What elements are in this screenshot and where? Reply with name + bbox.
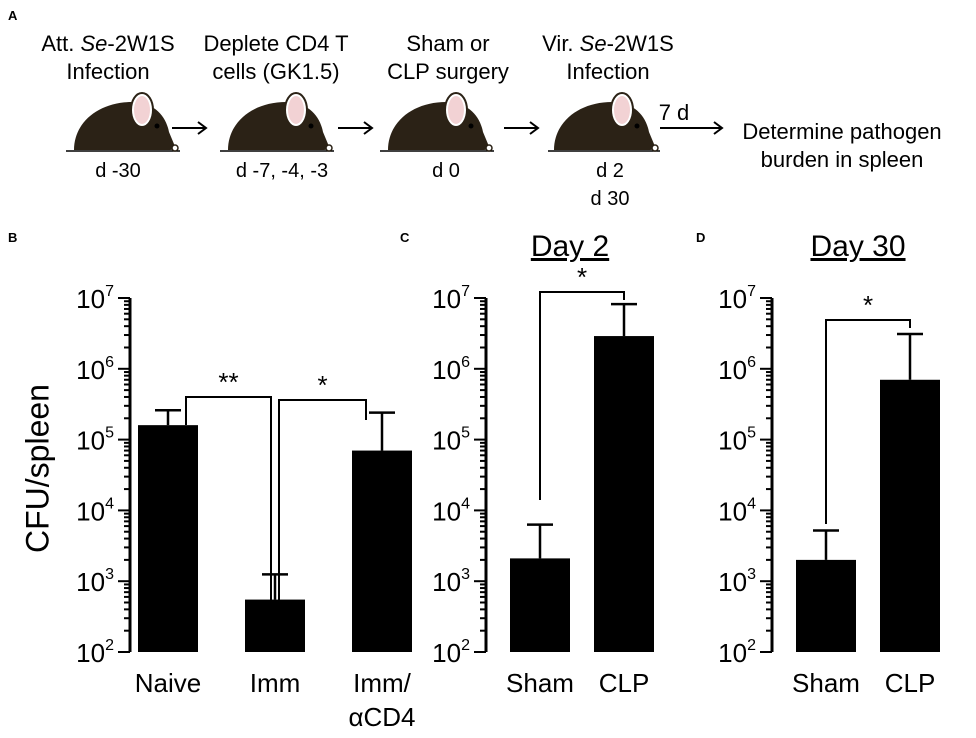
y-tick-label: 103: [718, 566, 756, 597]
chart-title-day2: Day 2: [530, 230, 610, 263]
y-tick-label: 102: [718, 637, 756, 668]
chart-title-day30: Day 30: [810, 230, 906, 263]
y-tick-label: 102: [76, 637, 114, 668]
mouse-icon: [380, 92, 494, 152]
step-4-day-a: d 2: [596, 160, 624, 182]
step-2-line2: cells (GK1.5): [212, 59, 340, 84]
workflow-diagram: [66, 92, 724, 152]
step-1-line1-suffix: -2W1S: [107, 31, 175, 56]
x-tick-label: CLP: [599, 668, 650, 698]
bar: [880, 379, 940, 652]
y-tick-label: 106: [76, 354, 114, 385]
step-3-day: d 0: [432, 160, 460, 182]
panel-letter-b: B: [8, 230, 18, 245]
workflow-step-2-label: Deplete CD4 T cells (GK1.5): [176, 30, 376, 86]
significance-bracket: [278, 399, 367, 630]
step-1-line1-prefix: Att.: [41, 31, 81, 56]
arrow-icon: [504, 121, 540, 135]
x-tick-label: Naive: [135, 668, 201, 698]
workflow-step-4-label: Vir. Se-2W1S Infection: [508, 30, 708, 86]
step-4-line2: Infection: [566, 59, 650, 84]
y-tick-label: 106: [432, 354, 470, 385]
significance-label: **: [218, 367, 238, 397]
significance-label: *: [863, 290, 873, 320]
y-tick-label: 107: [76, 283, 114, 314]
y-tick-label: 103: [432, 566, 470, 597]
step-3-line2: CLP surgery: [387, 59, 509, 84]
x-tick-label: CLP: [885, 668, 936, 698]
y-tick-label: 105: [432, 425, 470, 456]
bar: [796, 559, 856, 652]
y-tick-label: 104: [718, 495, 756, 526]
step-1-line1-ital: Se: [80, 31, 108, 56]
y-tick-label: 105: [718, 425, 756, 456]
y-tick-label: 104: [76, 495, 114, 526]
workflow-step-3-label: Sham or CLP surgery: [348, 30, 548, 86]
step-2-day: d -7, -4, -3: [235, 160, 329, 182]
step-4-line1-prefix: Vir.: [542, 31, 580, 56]
step-1-day: d -30: [95, 160, 141, 182]
panel-letter-a: A: [8, 8, 18, 23]
mouse-icon: [66, 92, 180, 152]
y-tick-label: 104: [432, 495, 470, 526]
final-line1: Determine pathogen: [742, 119, 942, 144]
mouse-icon: [548, 92, 660, 152]
bar: [594, 336, 654, 652]
workflow-final-label: Determine pathogen burden in spleen: [722, 118, 962, 174]
x-tick-label: Imm: [250, 668, 301, 698]
mouse-icon: [220, 92, 334, 152]
significance-label: *: [577, 262, 587, 292]
step-1-line2: Infection: [66, 59, 150, 84]
arrow-icon: [660, 121, 724, 135]
significance-bracket: [185, 396, 272, 640]
y-tick-label: 103: [76, 566, 114, 597]
panel-letter-d: D: [696, 230, 706, 245]
step-4-day-b: d 30: [590, 188, 630, 210]
y-tick-label: 107: [718, 283, 756, 314]
final-line2: burden in spleen: [760, 147, 924, 172]
workflow-step-1-label: Att. Se-2W1S Infection: [8, 30, 208, 86]
bar: [510, 558, 570, 652]
y-tick-label: 107: [432, 283, 470, 314]
bar: [138, 425, 198, 652]
interval-label: 7 d: [658, 100, 690, 125]
step-2-line1: Deplete CD4 T: [203, 31, 349, 56]
x-tick-label: Sham: [506, 668, 574, 698]
x-tick-label: Imm/: [353, 668, 412, 698]
y-tick-label: 102: [432, 637, 470, 668]
significance-label: *: [317, 370, 327, 400]
y-tick-label: 105: [76, 425, 114, 456]
arrow-icon: [338, 121, 374, 135]
step-3-line1: Sham or: [406, 31, 490, 56]
x-tick-label-line2: αCD4: [348, 702, 415, 732]
panel-letter-c: C: [400, 230, 410, 245]
bar: [352, 450, 412, 652]
x-tick-label: Sham: [792, 668, 860, 698]
arrow-icon: [172, 121, 208, 135]
significance-bracket: [539, 291, 625, 500]
step-4-line1-ital: Se: [579, 31, 607, 56]
step-4-line1-suffix: -2W1S: [606, 31, 674, 56]
y-tick-label: 106: [718, 354, 756, 385]
significance-bracket: [825, 319, 911, 524]
bar: [245, 599, 305, 652]
